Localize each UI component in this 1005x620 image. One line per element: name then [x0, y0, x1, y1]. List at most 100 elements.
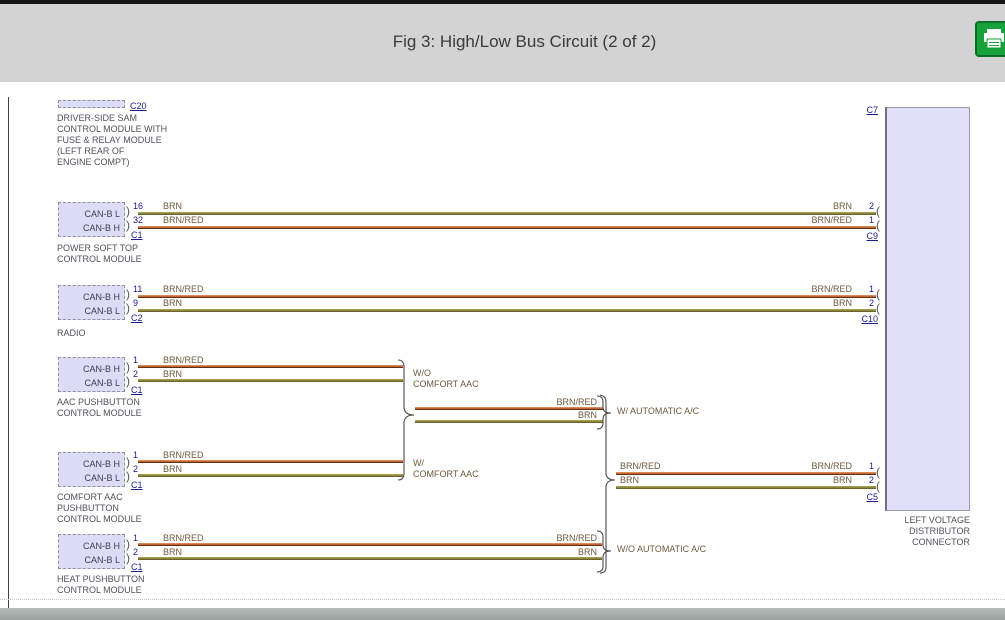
- pin-arc: ): [126, 360, 130, 374]
- connector-label-c10[interactable]: C10: [861, 314, 878, 324]
- wire-color-label: BRN: [577, 410, 597, 420]
- pin-arc: (: [876, 287, 880, 301]
- pin-number: 1: [868, 284, 874, 294]
- pin-arc: (: [876, 218, 880, 232]
- pin-arc: (: [876, 465, 880, 479]
- can-pin-label: CAN-B L: [84, 209, 120, 219]
- module-name-line: DISTRIBUTOR: [909, 526, 970, 536]
- pin-number: 32: [133, 215, 144, 225]
- pin-number: 1: [133, 533, 139, 543]
- module-name-line: CONTROL MODULE: [57, 254, 142, 264]
- print-button[interactable]: [975, 21, 1005, 57]
- module-box-heat-pushbutton[interactable]: [58, 534, 125, 569]
- wire-color-label: BRN: [577, 547, 597, 557]
- connector-label-c1[interactable]: C1: [131, 230, 143, 240]
- module-box-aac-pushbutton[interactable]: [58, 357, 125, 392]
- wire-color-label: BRN/RED: [556, 397, 597, 407]
- pin-number: 16: [133, 201, 144, 211]
- pin-arc: (: [876, 301, 880, 315]
- module-box-power-soft-top[interactable]: [58, 202, 125, 237]
- module-box-comfort-aac-pushbutton[interactable]: [58, 452, 125, 487]
- wire-color-label: BRN/RED: [163, 450, 204, 460]
- pin-arc: ): [126, 301, 130, 315]
- wire-brn-red: [138, 543, 602, 546]
- wire-brn: [138, 379, 403, 382]
- option-note-line: W/: [413, 458, 424, 468]
- wire-color-label: BRN/RED: [811, 461, 852, 471]
- module-name-line: CONTROL MODULE: [57, 585, 142, 595]
- top-black-bar: [0, 0, 1005, 4]
- pin-number: 9: [133, 298, 139, 308]
- option-note-line: W/O AUTOMATIC A/C: [617, 544, 707, 554]
- pin-number: 2: [133, 369, 139, 379]
- wire-brn-red: [138, 365, 403, 368]
- wire-brn-red: [415, 407, 603, 410]
- wire-color-label: BRN: [832, 475, 852, 485]
- wire-color-label: BRN/RED: [811, 215, 852, 225]
- module-name-line: CONTROL MODULE: [57, 514, 142, 524]
- wire-brn: [415, 420, 603, 423]
- wire-brn: [138, 309, 876, 312]
- connector-label-c1[interactable]: C1: [131, 385, 143, 395]
- wire-brn-red: [138, 226, 876, 229]
- module-name-line: CONTROL MODULE WITH: [57, 124, 168, 134]
- brace-marks: [397, 359, 616, 574]
- pin-arc: ): [126, 218, 130, 232]
- pin-number: 2: [868, 298, 874, 308]
- pin-number: 2: [868, 201, 874, 211]
- connector-label-c9[interactable]: C9: [866, 231, 878, 241]
- pin-number: 1: [868, 215, 874, 225]
- wire-color-label: BRN/RED: [163, 533, 204, 543]
- pin-arc: ): [126, 469, 130, 483]
- can-pin-label: CAN-B H: [82, 541, 120, 551]
- figure-header: Fig 3: High/Low Bus Circuit (2 of 2): [0, 4, 1005, 82]
- option-note-line: COMFORT AAC: [413, 379, 479, 389]
- wire-color-label: BRN: [163, 369, 183, 379]
- wire-brn-red: [616, 472, 876, 475]
- wire-color-label: BRN: [163, 201, 183, 211]
- can-pin-label: CAN-B L: [84, 555, 120, 565]
- left-voltage-distributor-connector-box[interactable]: [885, 107, 970, 511]
- module-name-line: COMFORT AAC: [57, 492, 123, 502]
- module-name-line: PUSHBUTTON: [57, 503, 119, 513]
- module-name-line: CONTROL MODULE: [57, 408, 142, 418]
- option-note-line: W/O: [413, 368, 431, 378]
- wire-color-label: BRN/RED: [163, 215, 204, 225]
- page-edge-line: [8, 97, 9, 608]
- connector-label-c2[interactable]: C2: [131, 313, 143, 323]
- pin-arc: ): [126, 455, 130, 469]
- wire-brn-red: [138, 295, 876, 298]
- pin-number: 2: [133, 547, 139, 557]
- module-box-radio[interactable]: [58, 285, 125, 320]
- wiring-diagram-canvas: C20 DRIVER-SIDE SAM CONTROL MODULE WITH …: [0, 82, 1005, 608]
- pin-arc: ): [126, 551, 130, 565]
- can-pin-label: CAN-B H: [82, 459, 120, 469]
- wire-brn: [616, 486, 876, 489]
- module-name-line: LEFT VOLTAGE: [904, 515, 970, 525]
- pin-arc: ): [126, 537, 130, 551]
- page-break-dotted-line: [0, 599, 1005, 600]
- pin-arc: (: [876, 479, 880, 493]
- module-name-line: FUSE & RELAY MODULE: [57, 135, 162, 145]
- bottom-status-bar: [0, 608, 1005, 620]
- connector-label-c1[interactable]: C1: [131, 480, 143, 490]
- connector-label-c7[interactable]: C7: [866, 105, 878, 115]
- connector-label-c1[interactable]: C1: [131, 562, 143, 572]
- module-box-driver-side-sam[interactable]: [58, 100, 125, 108]
- connector-label-c5[interactable]: C5: [866, 492, 878, 502]
- module-name-line: (LEFT REAR OF: [57, 146, 125, 156]
- figure-title: Fig 3: High/Low Bus Circuit (2 of 2): [392, 32, 657, 51]
- wire-brn: [138, 212, 876, 215]
- wire-color-label: BRN: [620, 475, 640, 485]
- wire-color-label: BRN/RED: [163, 284, 204, 294]
- wire-color-label: BRN/RED: [163, 355, 204, 365]
- can-pin-label: CAN-B H: [82, 292, 120, 302]
- can-pin-label: CAN-B L: [84, 473, 120, 483]
- pin-arc: ): [126, 374, 130, 388]
- module-name-line: CONNECTOR: [912, 537, 970, 547]
- pin-number: 11: [133, 284, 143, 294]
- connector-label-c20[interactable]: C20: [130, 101, 147, 111]
- pin-arc: ): [126, 204, 130, 218]
- wire-color-label: BRN: [163, 298, 183, 308]
- wire-brn: [138, 557, 602, 560]
